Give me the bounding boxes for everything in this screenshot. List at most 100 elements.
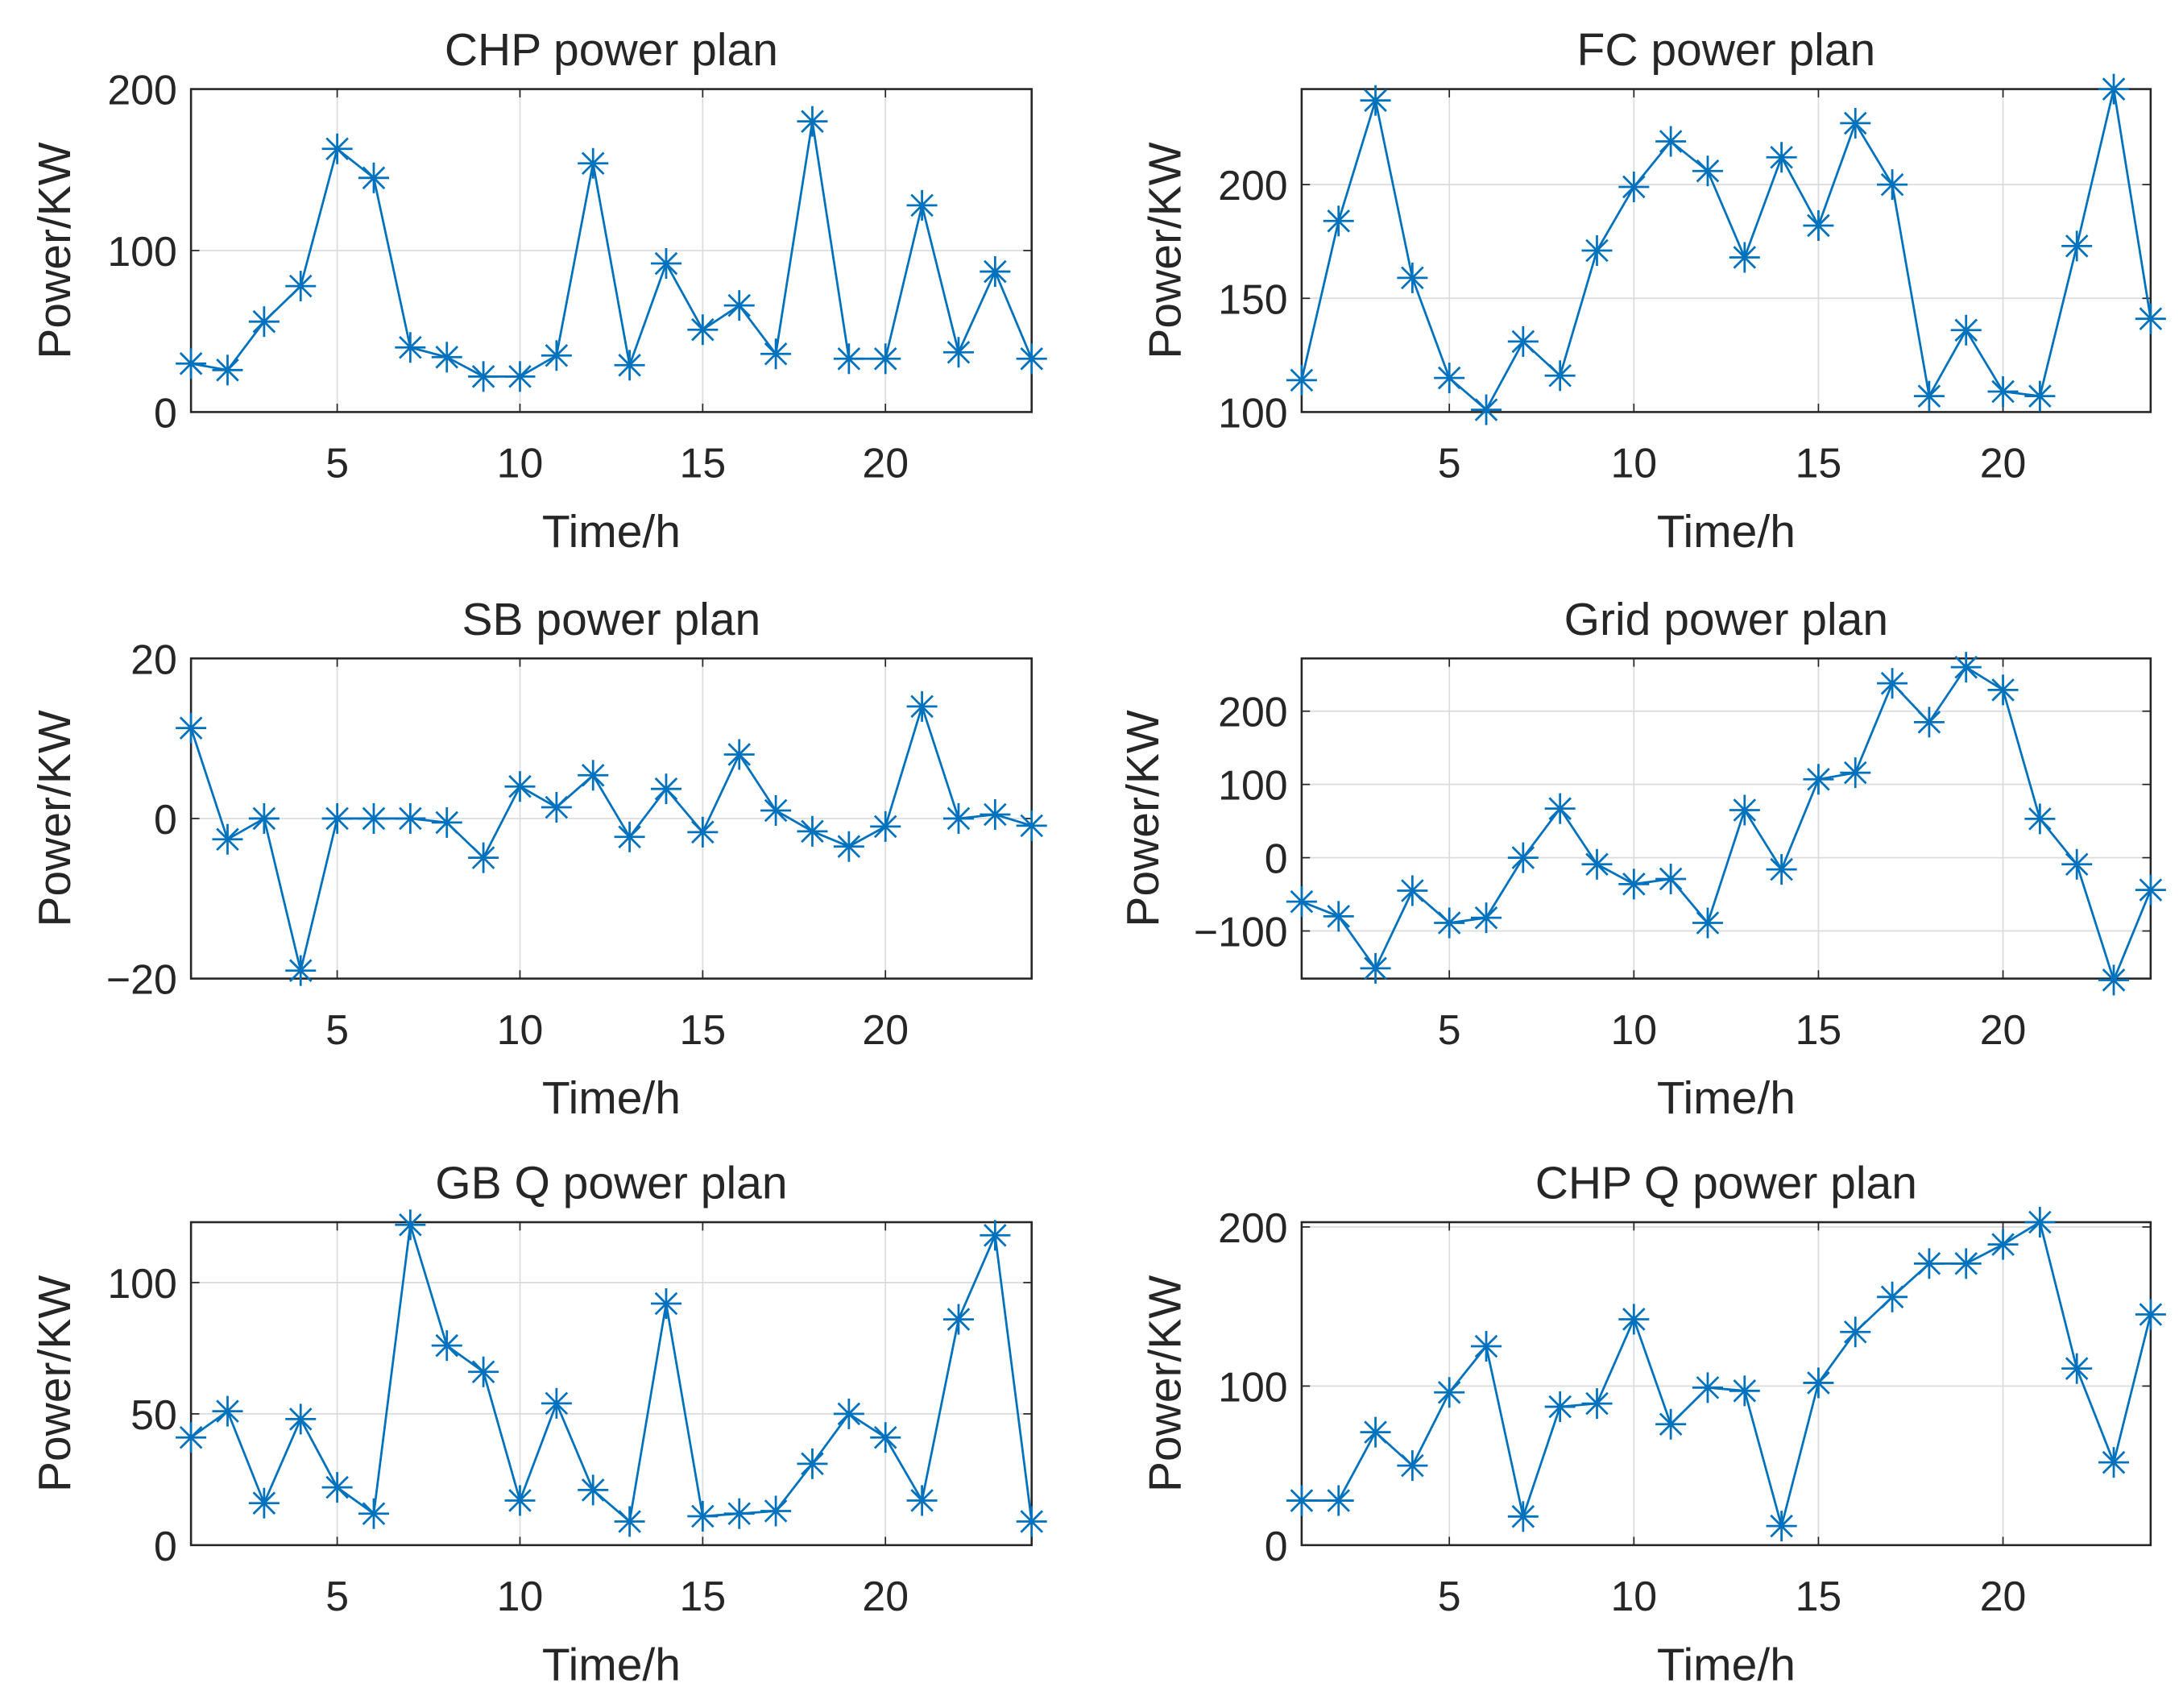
axes-box [1300,88,2152,413]
series-line [1301,665,2152,984]
marker-stroke [1622,175,1646,199]
marker-stroke [1020,1510,1043,1533]
data-point-marker [1323,1485,1354,1516]
data-point-marker [1471,902,1502,934]
y-tick-label: 20 [130,636,177,682]
data-point-marker [614,1506,645,1537]
data-point-marker [2061,848,2093,880]
data-point-marker [1729,1375,1760,1407]
y-axis-label: Power/KW [29,142,81,359]
marker-stroke [1020,347,1043,371]
series-line [1300,89,2152,412]
data-point-marker [1397,262,1428,293]
marker-stroke [873,1425,897,1449]
data-point-marker [1950,1248,1982,1279]
marker-stroke [1511,1505,1535,1528]
data-point-marker [1766,142,1797,173]
data-point-marker [358,162,389,193]
marker-stroke [618,1510,641,1533]
y-axis-label: Power/KW [1140,142,1191,359]
data-point-marker [650,248,681,280]
subplot-1: 5 10 15 20 100 150 200 FC power plan Time/h Power… [1140,24,2166,558]
marker-stroke [179,716,203,740]
data-point-marker [1434,1377,1465,1408]
data-point-marker [395,802,426,834]
subplot-4: 5 10 15 20 0 50 100 GB Q power plan Time/h Power/… [29,1158,1047,1690]
data-point-marker [541,1387,572,1419]
data-point-marker [1692,1372,1723,1403]
data-point-marker [1950,652,1982,683]
x-tick-label: 15 [680,1006,727,1053]
marker-stroke [288,274,313,298]
marker-stroke [947,1308,971,1331]
data-point-marker [760,795,792,827]
marker-stroke [508,365,532,388]
data-point-marker [358,802,389,834]
data-point-marker [1840,757,1871,789]
data-point-marker [1987,674,2019,706]
data-point-marker [906,1485,938,1516]
data-point-marker [2135,303,2166,334]
chart-title: SB power plan [462,594,761,645]
marker-stroke [691,1504,715,1528]
marker-stroke [1843,111,1867,135]
x-tick-label: 10 [497,1573,544,1619]
data-point-marker [2135,874,2166,906]
data-point-marker [650,773,681,805]
data-point-marker [1729,794,1760,826]
data-point-marker [578,147,609,179]
data-point-marker [980,798,1011,830]
marker-stroke [1880,1285,1904,1309]
data-point-marker [541,340,572,371]
data-point-marker [1655,1408,1687,1440]
data-point-marker [906,189,938,221]
marker-stroke [325,1475,349,1499]
marker-stroke [1991,678,2015,702]
x-tick-label: 15 [1796,1006,1842,1053]
marker-stroke [399,1213,422,1237]
data-point-marker [1692,155,1723,187]
data-point-marker [431,1330,462,1362]
marker-stroke [545,343,569,367]
x-axis-label: Time/h [542,1072,681,1124]
marker-stroke [1437,1381,1461,1404]
marker-stroke [691,317,715,342]
x-tick-label: 5 [325,440,349,487]
data-point-marker [1987,1229,2019,1260]
axes-box [189,1221,1034,1547]
marker-stroke [581,1478,605,1502]
marker-stroke [399,806,422,831]
marker-stroke [435,346,459,369]
marker-stroke [764,342,788,366]
marker-stroke [325,806,349,831]
data-point-marker [504,361,536,392]
marker-stroke [508,1489,532,1512]
y-tick-label: 100 [1218,1363,1287,1410]
data-point-marker [1286,364,1317,396]
marker-stroke [837,347,861,371]
marker-stroke [1401,879,1424,902]
data-point-marker [2061,1353,2093,1384]
marker-stroke [2065,852,2089,877]
data-point-marker [1655,863,1687,894]
data-point-marker [687,1500,719,1532]
data-point-marker [1397,1450,1428,1482]
data-point-marker [176,1422,207,1453]
marker-stroke [691,820,715,844]
y-axis-label: Power/KW [29,1275,81,1492]
data-point-marker [248,306,280,338]
data-point-marker [1323,205,1354,237]
data-point-marker [870,1422,901,1453]
data-point-marker [833,1398,864,1429]
chart-title: FC power plan [1577,24,1876,76]
y-axis-label: Power/KW [1140,1275,1191,1492]
marker-stroke [1696,1376,1720,1399]
marker-stroke [435,810,459,835]
data-point-marker [1840,107,1871,139]
data-point-marker [1434,907,1465,939]
marker-stroke [581,151,605,176]
marker-stroke [1401,266,1424,290]
x-tick-label: 10 [497,440,544,487]
